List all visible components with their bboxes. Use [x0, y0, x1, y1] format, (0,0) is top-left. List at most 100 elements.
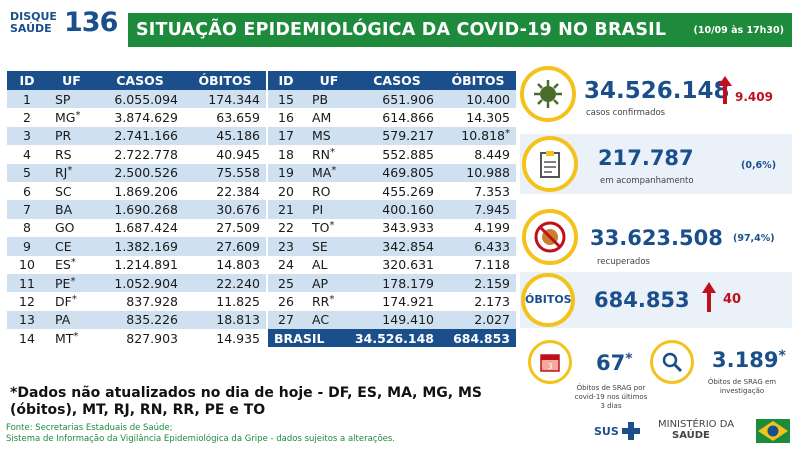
- row-id: 16: [268, 108, 304, 127]
- total-casos: 34.526.148: [354, 329, 440, 348]
- row-uf: AC: [304, 310, 354, 330]
- table-row: 10 ES* 1.214.891 14.803: [7, 255, 266, 274]
- row-uf: RR*: [304, 292, 354, 311]
- row-uf: GO: [47, 218, 96, 238]
- srag-recent-value: 67*: [596, 351, 633, 375]
- uf-code: MS: [312, 128, 331, 144]
- total-row: BRASIL 34.526.148 684.853: [268, 329, 516, 348]
- magnifier-icon: [650, 340, 694, 384]
- table-header: ID UF CASOS ÓBITOS: [268, 71, 516, 90]
- row-casos: 174.921: [354, 292, 440, 311]
- obitos-value: 14.305: [466, 110, 510, 126]
- row-id: 24: [268, 255, 304, 274]
- row-casos: 1.869.206: [96, 181, 184, 201]
- virus-icon: [520, 66, 576, 122]
- srag-investigation-number: 3.189: [712, 348, 779, 372]
- table-row: 16 AM 614.866 14.305: [268, 108, 516, 127]
- table-row: 9 CE 1.382.169 27.609: [7, 237, 266, 256]
- row-obitos: 10.400: [440, 90, 516, 109]
- row-obitos: 40.945: [184, 145, 266, 164]
- note-line2: (óbitos), MT, RJ, RN, RR, PE e TO: [10, 402, 266, 418]
- row-uf: PI: [304, 200, 354, 219]
- srag-investigation-asterisk: *: [778, 348, 786, 364]
- uf-code: GO: [55, 220, 75, 236]
- obitos-value: 8.449: [474, 146, 510, 162]
- srag-recent-label-1: Óbitos de SRAG por: [576, 384, 646, 392]
- uf-code: SP: [55, 91, 71, 107]
- obitos-value: 27.509: [216, 220, 260, 236]
- srag-recent-label-2: covid-19 nos últimos: [574, 393, 648, 401]
- row-obitos: 11.825: [184, 292, 266, 311]
- row-uf: MS: [304, 126, 354, 146]
- row-obitos: 18.813: [184, 310, 266, 330]
- obitos-value: 14.935: [216, 330, 260, 346]
- row-uf: ES*: [47, 255, 96, 274]
- uf-code: PA: [55, 312, 71, 328]
- states-table-left: ID UF CASOS ÓBITOS 1 SP 6.055.094 174.344 2 M…: [7, 71, 266, 348]
- obitos-asterisk: *: [505, 128, 510, 140]
- row-id: 3: [7, 126, 47, 146]
- row-casos: 1.690.268: [96, 200, 184, 219]
- row-uf: RO: [304, 181, 354, 201]
- row-id: 9: [7, 237, 47, 256]
- no-virus-icon: [522, 209, 578, 265]
- monitoring-value: 217.787: [598, 146, 694, 170]
- table-row: 13 PA 835.226 18.813: [7, 310, 266, 330]
- logo-line1: DISQUE: [10, 10, 57, 23]
- row-casos: 651.906: [354, 90, 440, 109]
- uf-code: MA: [312, 165, 332, 181]
- uf-code: SE: [312, 238, 328, 254]
- obitos-value: 10.988: [466, 165, 510, 181]
- uf-code: AC: [312, 312, 330, 328]
- row-uf: RS: [47, 145, 96, 164]
- source-line1: Fonte: Secretarias Estaduais de Saúde;: [6, 423, 173, 433]
- obitos-value: 27.609: [216, 238, 260, 254]
- row-uf: TO*: [304, 218, 354, 238]
- row-id: 19: [268, 163, 304, 182]
- row-id: 13: [7, 310, 47, 330]
- uf-asterisk: *: [331, 165, 337, 177]
- row-id: 20: [268, 181, 304, 201]
- row-id: 25: [268, 273, 304, 293]
- row-id: 22: [268, 218, 304, 238]
- note-line1: *Dados não atualizados no dia de hoje - …: [10, 385, 482, 401]
- uf-code: ES: [55, 257, 71, 273]
- uf-code: RN: [312, 146, 331, 162]
- col-casos: CASOS: [354, 71, 440, 90]
- col-id: ID: [7, 71, 47, 90]
- ministry-name: MINISTÉRIO DA SAÚDE: [658, 419, 734, 441]
- uf-code: AP: [312, 275, 329, 291]
- row-casos: 400.160: [354, 200, 440, 219]
- row-obitos: 14.305: [440, 108, 516, 127]
- sus-logo: SUS: [594, 425, 619, 438]
- obitos-value: 10.400: [466, 91, 510, 107]
- srag-recent-label-3: 3 dias: [600, 402, 622, 410]
- row-casos: 6.055.094: [96, 90, 184, 109]
- row-casos: 1.052.904: [96, 273, 184, 293]
- obitos-value: 174.344: [208, 91, 260, 107]
- row-obitos: 22.240: [184, 273, 266, 293]
- source-note: Fonte: Secretarias Estaduais de Saúde; S…: [6, 423, 395, 445]
- row-uf: SP: [47, 90, 96, 109]
- arrow-up-icon: [702, 282, 716, 312]
- row-casos: 837.928: [96, 292, 184, 311]
- row-uf: SE: [304, 237, 354, 256]
- table-row: 23 SE 342.854 6.433: [268, 237, 516, 256]
- table-row: 1 SP 6.055.094 174.344: [7, 90, 266, 109]
- row-casos: 342.854: [354, 237, 440, 256]
- row-casos: 1.382.169: [96, 237, 184, 256]
- svg-text:3: 3: [547, 362, 552, 371]
- obitos-value: 7.118: [474, 257, 510, 273]
- table-row: 3 PR 2.741.166 45.186: [7, 126, 266, 146]
- row-id: 26: [268, 292, 304, 311]
- table-row: 2 MG* 3.874.629 63.659: [7, 108, 266, 127]
- confirmed-label: casos confirmados: [586, 108, 666, 118]
- row-casos: 455.269: [354, 181, 440, 201]
- recovered-pct: (97,4%): [733, 233, 775, 244]
- calendar-icon: 3: [528, 340, 572, 384]
- table-row: 12 DF* 837.928 11.825: [7, 292, 266, 311]
- uf-code: PB: [312, 91, 329, 107]
- row-casos: 2.741.166: [96, 126, 184, 146]
- col-casos: CASOS: [96, 71, 184, 90]
- row-id: 23: [268, 237, 304, 256]
